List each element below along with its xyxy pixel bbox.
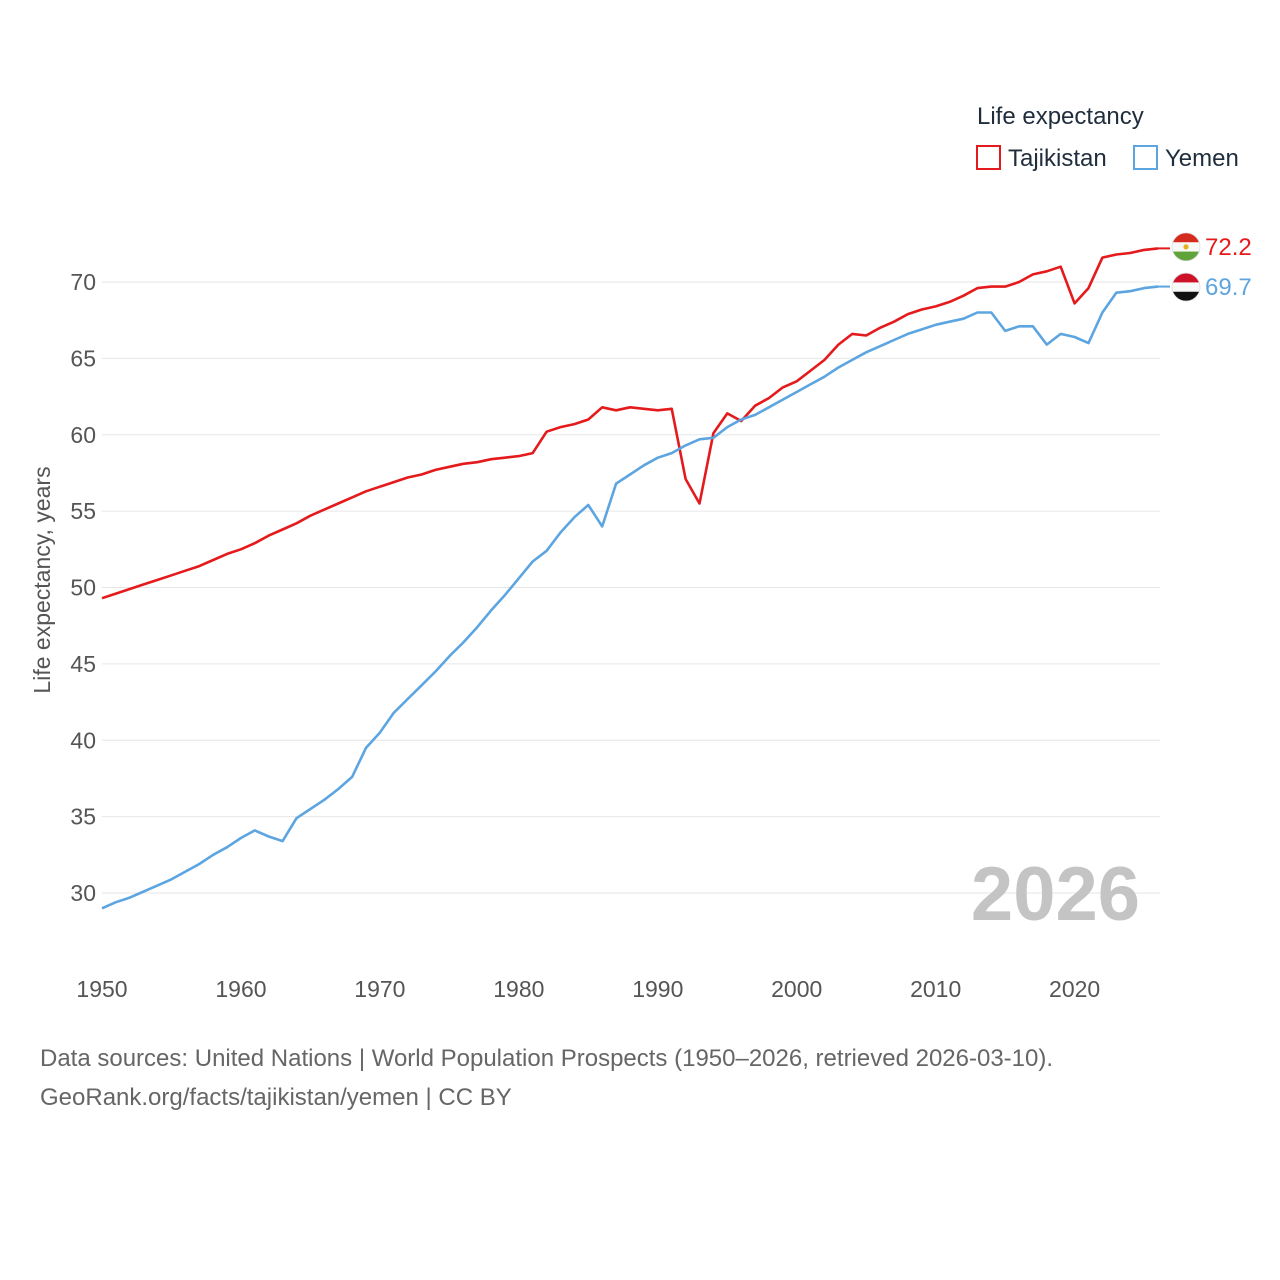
x-axis-ticks: 1950 1960 1970 1980 1990 2000 2010 2020 — [76, 976, 1100, 1002]
legend-label-yemen: Yemen — [1165, 145, 1239, 172]
series-line-yemen — [101, 285, 1159, 910]
series-end-labels: 72.2 69.7 — [1158, 232, 1252, 302]
legend-item-tajikistan[interactable]: Tajikistan — [976, 145, 1107, 172]
source-line-1: Data sources: United Nations | World Pop… — [40, 1045, 1054, 1072]
legend-title: Life expectancy — [977, 103, 1144, 130]
y-tick-label-55: 55 — [70, 498, 96, 524]
legend: Life expectancy Tajikistan Yemen — [976, 103, 1239, 172]
series-lines — [101, 247, 1159, 910]
legend-label-tajikistan: Tajikistan — [1008, 145, 1107, 172]
x-tick-label-2010: 2010 — [910, 976, 961, 1002]
y-tick-label-50: 50 — [70, 575, 96, 601]
source-line-2: GeoRank.org/facts/tajikistan/yemen | CC … — [40, 1084, 512, 1111]
y-tick-label-40: 40 — [70, 727, 96, 753]
end-label-yemen: 69.7 — [1205, 274, 1252, 301]
y-tick-label-60: 60 — [70, 422, 96, 448]
y-axis-title: Life expectancy, years — [29, 466, 55, 693]
x-tick-label-2020: 2020 — [1049, 976, 1100, 1002]
legend-swatch-tajikistan — [976, 145, 1001, 170]
y-tick-label-45: 45 — [70, 651, 96, 677]
series-line-tajikistan — [101, 247, 1159, 600]
x-tick-label-1950: 1950 — [76, 976, 127, 1002]
tajikistan-flag-icon — [1171, 232, 1201, 262]
x-tick-label-1980: 1980 — [493, 976, 544, 1002]
y-axis-ticks: 30 35 40 45 50 55 60 65 70 — [70, 269, 96, 906]
legend-item-yemen[interactable]: Yemen — [1133, 145, 1239, 172]
x-tick-label-1960: 1960 — [215, 976, 266, 1002]
legend-swatch-yemen — [1133, 145, 1158, 170]
end-label-tajikistan: 72.2 — [1205, 234, 1252, 261]
y-tick-label-65: 65 — [70, 345, 96, 371]
x-tick-label-2000: 2000 — [771, 976, 822, 1002]
yemen-flag-icon — [1171, 272, 1201, 302]
x-tick-label-1990: 1990 — [632, 976, 683, 1002]
y-tick-label-30: 30 — [70, 880, 96, 906]
year-watermark: 2026 — [971, 852, 1140, 937]
y-tick-label-70: 70 — [70, 269, 96, 295]
x-tick-label-1970: 1970 — [354, 976, 405, 1002]
y-tick-label-35: 35 — [70, 804, 96, 830]
grid-lines — [102, 281, 1160, 894]
